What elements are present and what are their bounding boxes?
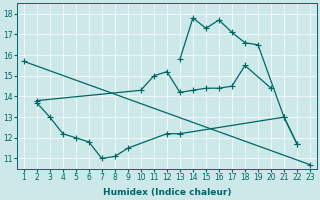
X-axis label: Humidex (Indice chaleur): Humidex (Indice chaleur) (103, 188, 231, 197)
